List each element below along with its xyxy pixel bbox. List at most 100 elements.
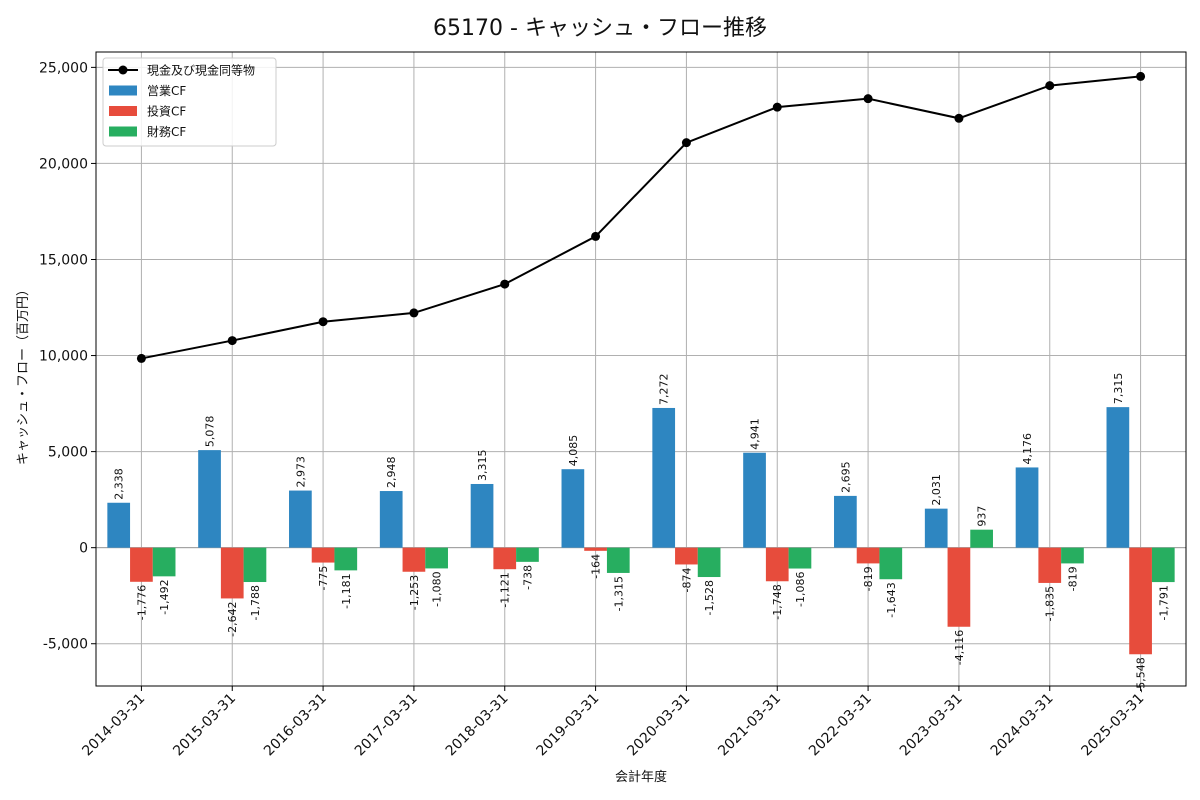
bar-営業CF [107,502,131,548]
bar-財務CF [788,547,812,569]
bar-投資CF [856,547,880,564]
bar-財務CF [334,547,358,571]
x-tick-label: 2018-03-31 [443,691,512,760]
bar-財務CF [606,547,630,573]
bar-value-label: 2,948 [385,457,398,489]
bar-財務CF [879,547,903,580]
cash-point [136,353,146,363]
bar-value-label: 5,078 [204,416,217,448]
bar-投資CF [675,547,698,565]
legend-box [102,57,277,147]
bar-value-label: -1,086 [794,572,807,607]
bars-group [107,407,1175,655]
bar-投資CF [220,547,244,599]
legend-swatch [109,106,137,116]
legend-label: 営業CF [147,84,186,98]
bar-営業CF [743,452,766,548]
bar-投資CF [402,547,426,572]
x-tick-label: 2025-03-31 [1079,691,1148,760]
x-tick-label: 2015-03-31 [170,691,239,760]
bar-value-label: -1,776 [135,585,148,620]
cash-point [591,231,601,241]
bar-value-label: 4,176 [1021,433,1034,465]
bar-value-label: 2,973 [294,456,307,488]
bar-財務CF [516,547,539,562]
legend-label: 投資CF [147,104,186,119]
x-tick-label: 2024-03-31 [988,691,1057,760]
bar-value-label: -1,492 [158,579,171,614]
cash-point [1045,81,1055,91]
bar-value-label: 2,031 [930,474,943,506]
legend-swatch [109,126,137,137]
bar-財務CF [243,547,267,583]
bar-営業CF [289,490,312,548]
bar-営業CF [470,483,494,548]
bar-財務CF [970,529,993,548]
plot-frame [95,51,1187,687]
y-tick-label: 15,000 [39,252,88,268]
bar-value-label: -164 [590,554,603,579]
y-tick-label: 0 [79,541,88,557]
legend-marker [118,65,128,75]
x-axis-label: 会計年度 [615,769,667,785]
bar-営業CF [652,407,676,548]
bar-営業CF [1106,407,1130,548]
cash-line [141,75,1141,360]
x-tick-label: 2020-03-31 [624,691,693,760]
bar-財務CF [1061,547,1084,564]
x-tick-label: 2017-03-31 [352,691,421,760]
cash-point [954,113,964,123]
cash-point [318,317,328,327]
bar-value-label: 4,941 [749,418,762,450]
bar-value-label: -819 [1066,566,1079,591]
bar-value-label: -1,121 [499,572,512,607]
bar-財務CF [697,547,721,578]
bar-value-label: -2,642 [226,601,239,636]
bar-営業CF [561,469,585,548]
cash-line-group [136,71,1146,363]
bar-value-label: -1,080 [431,571,444,606]
cash-point [409,308,419,318]
bar-value-label: -1,181 [340,573,353,608]
bar-営業CF [834,495,857,548]
y-tick-label: 20,000 [39,156,88,172]
bar-value-label: 7,315 [1112,373,1125,405]
bar-投資CF [311,547,335,563]
bar-営業CF [924,508,948,548]
bar-value-label: -819 [862,566,875,591]
bar-value-label: 2,338 [113,468,126,500]
bar-value-label: -775 [317,566,330,591]
bar-営業CF [379,491,403,548]
bar-財務CF [152,547,176,577]
bar-財務CF [425,547,448,569]
cash-point [863,94,873,104]
y-tick-label: 10,000 [39,349,88,365]
bar-value-label: -4,116 [953,630,966,665]
y-tick-label: -5,000 [43,637,88,653]
bar-value-label: 3,315 [476,449,489,480]
legend-label: 財務CF [147,124,186,139]
bar-value-label: 2,695 [839,461,852,493]
legend-swatch [109,85,137,96]
bar-value-label: -1,643 [885,582,898,617]
y-tick-label: 25,000 [39,60,88,76]
bar-value-label: -874 [680,567,693,592]
bar-value-label: -1,253 [408,575,421,610]
bar-value-label: 7,272 [658,373,671,405]
data-labels-group: 2,338 5,078 2,973 2,948 3,315 4,085 7,272 4,941… [113,373,1171,693]
cash-point [227,336,237,346]
bar-value-label: -1,748 [771,584,784,619]
bar-投資CF [1038,547,1062,583]
x-tick-label: 2016-03-31 [261,691,330,760]
y-axis-label: キャッシュ・フロー（百万円） [16,283,31,465]
bar-value-label: 4,085 [567,435,580,467]
x-tick-label: 2014-03-31 [79,691,148,760]
bar-投資CF [765,547,789,582]
chart-title: 65170 - キャッシュ・フロー推移 [433,16,767,41]
cash-point [681,138,691,148]
bar-投資CF [1129,547,1152,655]
bar-value-label: -5,548 [1135,657,1148,692]
bar-value-label: -1,791 [1157,585,1170,620]
